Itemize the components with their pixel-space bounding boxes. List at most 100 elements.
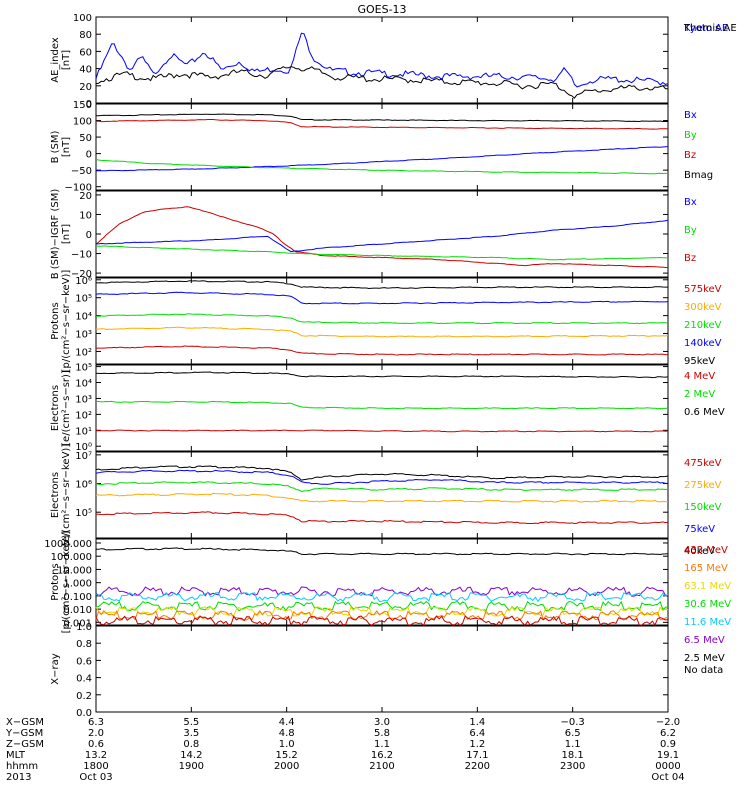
- y-tick-label: −100: [65, 183, 92, 194]
- y-tick-label: 10¹: [75, 426, 92, 437]
- y-tick-label: 0: [86, 99, 92, 110]
- legend-entry: Bz: [684, 150, 696, 161]
- y-tick-label: 0.0: [76, 708, 92, 719]
- series-line-95kev: [96, 280, 668, 290]
- x-row-value: Oct 04: [651, 772, 684, 783]
- legend-entry: 165 MeV: [684, 563, 728, 574]
- legend-entry: 210keV: [684, 320, 722, 331]
- series-line-bx: [96, 219, 669, 253]
- series-line-bmag: [96, 113, 669, 123]
- y-tick-label: 150: [73, 100, 92, 111]
- series-line-433-mev: [95, 615, 669, 627]
- panel-frame: [95, 625, 669, 713]
- series-line-30-6-mev: [95, 600, 669, 612]
- series-line-150kev: [95, 481, 669, 492]
- y-tick-label: −10: [71, 250, 92, 261]
- x-row-value: −0.3: [561, 717, 585, 728]
- series-line-4-mev: [95, 429, 669, 433]
- x-row-value: 14.2: [180, 750, 202, 761]
- y-tick-label: 0: [86, 230, 92, 241]
- y-tick-label: 10.000: [57, 565, 92, 576]
- y-axis-label: X−ray: [50, 653, 61, 684]
- series-line-6-5-mev: [95, 586, 669, 597]
- x-row-value: 3.0: [374, 717, 390, 728]
- y-tick-label: 10⁵: [75, 294, 92, 305]
- panel-electrons_kev: 10⁷ 10⁶ 10⁵ Electrons [e/(cm²−s−sr−keV)] 475k…: [50, 444, 722, 557]
- x-row-label: Y−GSM: [5, 728, 43, 739]
- panel-electrons_mev: 10⁵ 10⁴ 10³ 10² 10¹ 10⁰ Electrons [e/(cm²−s−sr)…: [50, 363, 725, 454]
- x-row-value: −2.0: [656, 717, 680, 728]
- series-line-300kev: [95, 326, 669, 338]
- y-tick-label: 1.000: [63, 579, 92, 590]
- x-row-value: 3.5: [183, 728, 199, 739]
- legend-entry: 6.5 MeV: [684, 635, 725, 646]
- y-tick-label: 0.001: [63, 618, 92, 629]
- legend-entry: 11.6 MeV: [684, 617, 731, 628]
- panel-frame: [95, 451, 669, 539]
- x-row-value: 1.2: [469, 739, 485, 750]
- y-tick-label: 10²: [75, 347, 92, 358]
- y-axis-label: [p/(cm²−s−sr−keV)]: [61, 270, 72, 373]
- series-line-210kev: [96, 313, 669, 325]
- legend-entry: 2 MeV: [684, 389, 715, 400]
- x-row-value: 0.6: [88, 739, 104, 750]
- x-row-value: 2.0: [88, 728, 104, 739]
- x-row-value: 4.4: [279, 717, 295, 728]
- legend-entry: 140keV: [684, 338, 722, 349]
- y-tick-label: −50: [71, 166, 92, 177]
- y-tick-label: 10⁵: [75, 508, 92, 519]
- panel-frame: [95, 277, 669, 365]
- x-row-label: X−GSM: [6, 717, 44, 728]
- y-tick-label: 0.100: [63, 592, 92, 603]
- x-row-value: 2200: [465, 761, 490, 772]
- x-row-value: 19.1: [657, 750, 679, 761]
- y-tick-label: 1000.000: [44, 539, 92, 550]
- y-tick-label: 10⁶: [75, 480, 92, 491]
- legend-entry: By: [684, 130, 697, 141]
- x-row-value: 0.9: [660, 739, 676, 750]
- x-row-value: 1800: [83, 761, 108, 772]
- x-row-value: 1900: [179, 761, 204, 772]
- series-line-575kev: [95, 345, 669, 356]
- series-line-75kev: [95, 469, 668, 485]
- y-axis-label: [p/(cm²−s−sr−keV)]: [61, 531, 72, 634]
- y-tick-label: 1.0: [76, 622, 92, 633]
- legend-entry: No data: [684, 665, 723, 676]
- y-axis-label: [e/(cm²−s−sr−keV)]: [61, 444, 72, 547]
- series-line-kyoto-ae: [95, 32, 669, 88]
- legend-entry: 75keV: [684, 524, 715, 535]
- x-row-value: 0000: [655, 761, 680, 772]
- y-tick-label: 0.4: [76, 674, 92, 685]
- x-row-value: 1.4: [469, 717, 485, 728]
- y-axis-label: B (SM)−IGRF (SM): [50, 189, 61, 280]
- x-row-value: 15.2: [276, 750, 298, 761]
- legend-entry: 95keV: [684, 356, 715, 367]
- legend-entry: Bmag: [684, 170, 713, 181]
- x-row-value: 0.8: [183, 739, 199, 750]
- x-row-value: 6.5: [565, 728, 581, 739]
- series-line-475kev: [96, 511, 669, 525]
- y-tick-label: −20: [71, 269, 92, 280]
- y-tick-label: 10: [79, 210, 92, 221]
- y-axis-label: [nT]: [61, 137, 72, 157]
- legend-entry: 30.6 MeV: [684, 599, 731, 610]
- y-axis-label: [nT]: [61, 50, 72, 70]
- x-row-value: 17.1: [466, 750, 488, 761]
- legend-entry: Bx: [684, 110, 697, 121]
- panel-dbigrf: 20 10 0 −10 −20 B (SM)−IGRF (SM) [nT] Bx By Bz: [50, 189, 697, 280]
- x-row-value: 18.1: [562, 750, 584, 761]
- y-tick-label: 100: [73, 13, 92, 24]
- series-line-0-6-mev: [95, 371, 669, 379]
- x-row-value: 1.1: [565, 739, 581, 750]
- x-row-value: 5.5: [183, 717, 199, 728]
- legend-entry: Themis AE: [683, 23, 737, 34]
- y-axis-label: [e/(cm²−s−sr)]: [61, 370, 72, 446]
- legend-entry: Bx: [684, 197, 697, 208]
- y-tick-label: 40: [79, 65, 92, 76]
- y-tick-label: 10³: [75, 330, 92, 341]
- series-line-275kev: [95, 492, 668, 503]
- x-row-value: 1.1: [374, 739, 390, 750]
- panel-frame: [95, 16, 669, 104]
